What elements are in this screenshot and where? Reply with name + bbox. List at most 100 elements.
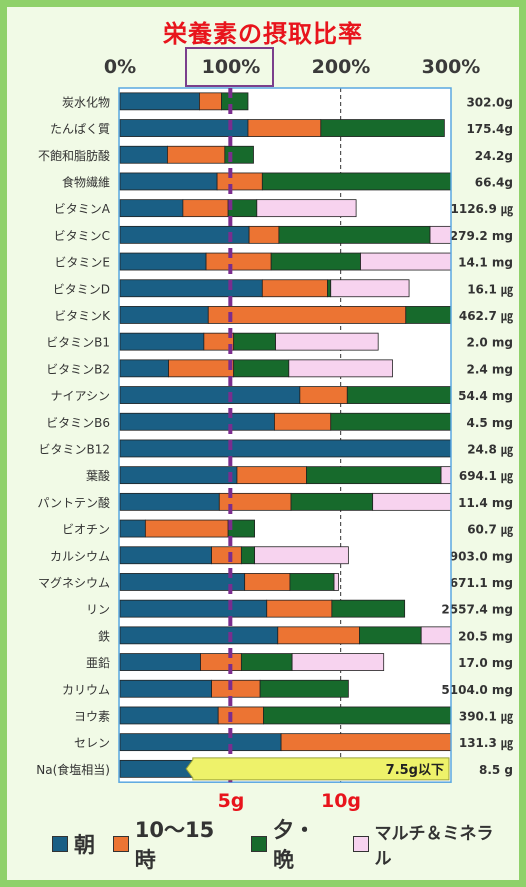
- bar-segment-supplement: [275, 332, 379, 351]
- bar-segment-evening: [327, 279, 332, 298]
- amount-label: 279.2 mg: [450, 229, 513, 243]
- bar-segment-afternoon: [266, 599, 333, 618]
- bar-segment-supplement: [372, 492, 452, 511]
- category-label: ビタミンB1: [46, 336, 110, 350]
- bar-segment-evening: [233, 359, 290, 378]
- bar-segment-morning: [119, 492, 220, 511]
- amount-label: 671.1 mg: [450, 576, 513, 590]
- bar-segment-morning: [119, 679, 212, 698]
- bar-segment-afternoon: [207, 306, 407, 324]
- bar-segment-morning: [119, 439, 452, 458]
- amount-label: 131.3 ㎍: [459, 736, 513, 751]
- bar-segment-morning: [119, 653, 201, 671]
- bar-segment-evening: [330, 412, 452, 431]
- legend-label-evening: 夕・晩: [273, 818, 316, 872]
- bar-segment-evening: [290, 492, 374, 511]
- bar-segment-evening: [240, 653, 293, 671]
- category-label: ビタミンD: [53, 282, 110, 296]
- bar-segment-afternoon: [211, 679, 261, 698]
- category-label: リン: [86, 603, 110, 617]
- category-label: カルシウム: [50, 549, 110, 563]
- amount-label: 1126.9 ㎍: [451, 202, 514, 217]
- category-label: カリウム: [62, 683, 110, 697]
- amount-label: 5104.0 mg: [441, 683, 513, 697]
- salt-10g-label: 10g: [320, 790, 362, 812]
- category-label: ナイアシン: [50, 389, 110, 403]
- bar-segment-supplement: [440, 466, 452, 485]
- category-label: ビタミンC: [54, 229, 110, 243]
- amount-label: 390.1 ㎍: [459, 709, 513, 724]
- category-label: ビタミンB12: [38, 442, 110, 456]
- salt-5g-label: 5g: [217, 790, 245, 812]
- category-label: 鉄: [98, 628, 110, 643]
- bar-segment-morning: [119, 519, 146, 538]
- plot-border: [118, 87, 452, 783]
- bar-segment-evening: [289, 573, 335, 591]
- bar-segment-afternoon: [280, 733, 452, 752]
- bar-segment-afternoon: [244, 573, 291, 591]
- bar-segment-morning: [119, 306, 209, 324]
- bar-segment-supplement: [291, 653, 385, 671]
- category-label: ビタミンE: [54, 256, 110, 270]
- legend-item-afternoon: 10〜15時: [113, 814, 233, 874]
- bar-segment-afternoon: [211, 546, 242, 565]
- category-label: Na(食塩相当): [36, 762, 110, 777]
- category-label: 亜鉛: [86, 656, 110, 670]
- amount-label: 16.1 ㎍: [467, 282, 513, 297]
- category-label: ヨウ素: [74, 709, 110, 723]
- bar-segment-evening: [227, 519, 256, 538]
- bar-segment-afternoon: [216, 172, 263, 191]
- x-tick-0: 0%: [103, 56, 137, 78]
- 100-percent-highlight-box: [185, 47, 274, 87]
- category-label: 不飽和脂肪酸: [38, 148, 110, 163]
- bar-segment-afternoon: [167, 145, 226, 164]
- amount-label: 54.4 mg: [458, 389, 513, 403]
- bar-segment-afternoon: [144, 519, 229, 538]
- bar-segment-morning: [119, 412, 275, 431]
- amount-label: 8.5 g: [479, 763, 513, 777]
- bar-segment-afternoon: [205, 252, 272, 271]
- amount-label: 4.5 mg: [466, 416, 513, 430]
- bar-segment-morning: [119, 573, 246, 591]
- bar-segment-morning: [119, 332, 205, 351]
- amount-label: 24.2g: [475, 149, 513, 163]
- bar-segment-supplement: [254, 546, 349, 565]
- amount-label: 175.4g: [466, 122, 513, 136]
- bar-segment-afternoon: [200, 653, 242, 671]
- salt-callout-box: [185, 757, 450, 781]
- bar-segment-morning: [119, 92, 200, 111]
- category-label: ビタミンB6: [46, 416, 110, 430]
- legend-item-supplement: マルチ＆ミネラル: [352, 819, 508, 869]
- bar-segment-afternoon: [274, 412, 332, 431]
- bar-segment-supplement: [429, 225, 452, 244]
- amount-label: 694.1 ㎍: [459, 469, 513, 484]
- bar-segment-morning: [119, 626, 279, 645]
- chart-title: 栄養素の摂取比率: [163, 20, 363, 48]
- amount-label: 903.0 mg: [450, 549, 513, 563]
- bar-segment-morning: [119, 279, 263, 298]
- bar-segment-morning: [119, 599, 268, 618]
- bar-segment-afternoon: [236, 466, 307, 485]
- legend-swatch-afternoon: [113, 836, 129, 852]
- bar-segment-morning: [119, 466, 238, 485]
- x-tick-100: 100%: [201, 56, 261, 78]
- bar-segment-evening: [359, 626, 422, 645]
- bar-segment-evening: [405, 306, 452, 324]
- bar-segment-afternoon: [299, 386, 348, 404]
- amount-label: 66.4g: [475, 175, 513, 189]
- bar-segment-evening: [331, 599, 406, 618]
- legend-label-supplement: マルチ＆ミネラル: [374, 824, 494, 869]
- bar-segment-afternoon: [247, 119, 322, 137]
- bar-segment-afternoon: [168, 359, 235, 378]
- bar-segment-evening: [240, 546, 256, 565]
- x-tick-300: 300%: [421, 56, 481, 78]
- bar-segment-afternoon: [182, 199, 229, 218]
- amount-label: 60.7 ㎍: [467, 523, 513, 538]
- category-label: ビタミンA: [54, 202, 111, 216]
- legend-item-morning: 朝: [52, 829, 95, 859]
- bar-segment-supplement: [256, 199, 357, 218]
- bar-segment-morning: [119, 546, 212, 565]
- bar-segment-supplement: [333, 573, 339, 591]
- bar-segment-morning: [119, 706, 219, 725]
- bar-segment-afternoon: [217, 706, 264, 725]
